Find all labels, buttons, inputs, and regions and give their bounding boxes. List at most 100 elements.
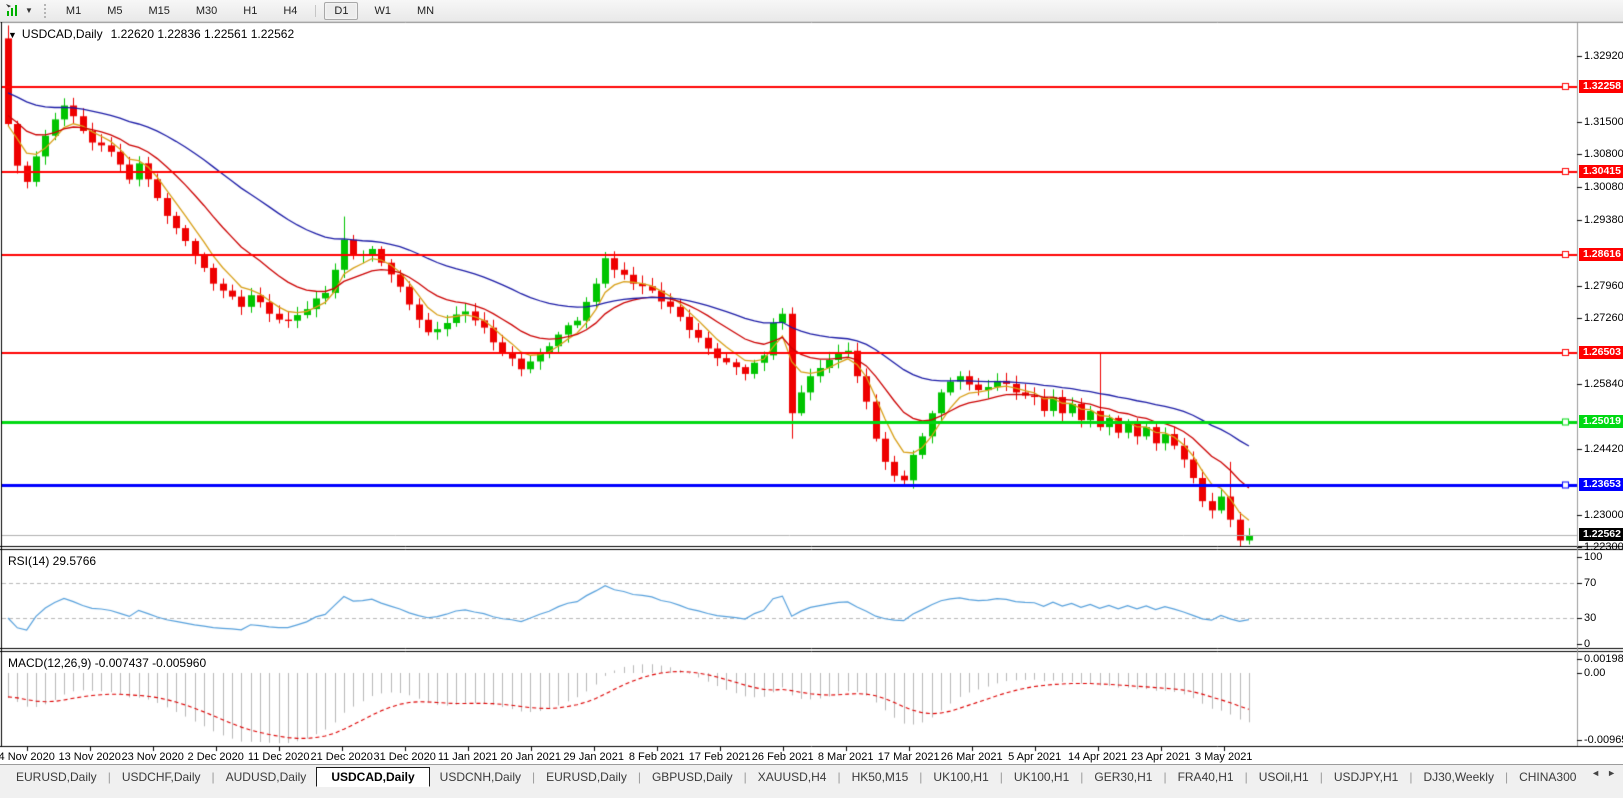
macd-tick-label: 0.001989 bbox=[1584, 653, 1623, 666]
price-tick-label: 1.31500 bbox=[1584, 115, 1623, 128]
chart-collapse-icon[interactable]: ▼ bbox=[8, 30, 17, 40]
tab-separator: | bbox=[1080, 769, 1084, 784]
tab-separator: | bbox=[743, 769, 747, 784]
tab-separator: | bbox=[999, 769, 1003, 784]
date-tick-label: 21 Dec 2020 bbox=[310, 751, 373, 763]
price-tick-label: 1.27260 bbox=[1584, 311, 1623, 324]
date-tick-label: 17 Mar 2021 bbox=[877, 751, 940, 763]
timeframe-button-m30[interactable]: M30 bbox=[195, 4, 218, 17]
tab-separator: | bbox=[837, 769, 841, 784]
chart-symbol-label: USDCAD,Daily bbox=[21, 27, 103, 41]
price-tick-label: 1.22300 bbox=[1584, 541, 1623, 554]
price-tick-label: 1.29380 bbox=[1584, 213, 1623, 226]
symbol-tab-eurusd-daily[interactable]: EURUSD,Daily bbox=[546, 769, 627, 784]
symbol-tab-usdcad-daily[interactable]: USDCAD,Daily bbox=[316, 766, 430, 787]
tab-separator: | bbox=[1319, 769, 1323, 784]
date-tick-label: 4 Nov 2020 bbox=[0, 751, 55, 763]
timeframe-button-m1[interactable]: M1 bbox=[65, 4, 82, 17]
symbol-tab-usdjpy-h1[interactable]: USDJPY,H1 bbox=[1333, 769, 1399, 784]
price-tick-label: 1.32920 bbox=[1584, 50, 1623, 62]
symbol-tab-eurusd-daily[interactable]: EURUSD,Daily bbox=[16, 769, 97, 784]
timeframe-button-m5[interactable]: M5 bbox=[107, 4, 123, 17]
toolbar: ▼ M1 M5 M15 M30 H1 H4 D1 W1 MN bbox=[0, 0, 1623, 22]
date-tick-label: 11 Dec 2020 bbox=[247, 751, 310, 763]
macd-indicator-label: MACD(12,26,9) -0.007437 -0.005960 bbox=[8, 656, 207, 670]
symbol-tab-uk100-h1[interactable]: UK100,H1 bbox=[1013, 769, 1070, 784]
symbol-tab-dj30-weekly[interactable]: DJ30,Weekly bbox=[1423, 769, 1494, 784]
timeframe-button-h1[interactable]: H1 bbox=[243, 4, 258, 17]
chart-cursor-tool-icon[interactable] bbox=[3, 3, 21, 19]
date-tick-label: 3 May 2021 bbox=[1194, 751, 1253, 763]
symbol-tab-fra40-h1[interactable]: FRA40,H1 bbox=[1177, 769, 1234, 784]
rsi-tick-label: 30 bbox=[1584, 611, 1597, 624]
price-tick-label: 1.30080 bbox=[1584, 181, 1623, 194]
tab-separator: | bbox=[919, 769, 923, 784]
tab-separator: | bbox=[637, 769, 641, 784]
symbol-tab-audusd-daily[interactable]: AUDUSD,Daily bbox=[225, 769, 307, 784]
macd-tick-label: -0.009659 bbox=[1584, 734, 1623, 747]
tab-separator: | bbox=[1409, 769, 1413, 784]
price-tick-label: 1.27960 bbox=[1584, 279, 1623, 292]
price-tick-label: 1.23000 bbox=[1584, 509, 1623, 522]
tab-separator: | bbox=[1163, 769, 1167, 784]
date-tick-label: 26 Mar 2021 bbox=[940, 751, 1003, 763]
timeframe-button-m15[interactable]: M15 bbox=[148, 4, 170, 17]
timeframe-button-d1[interactable]: D1 bbox=[324, 1, 359, 20]
date-tick-label: 23 Nov 2020 bbox=[121, 751, 184, 763]
level-price-tag: 1.23653 bbox=[1579, 477, 1623, 491]
level-price-tag: 1.26503 bbox=[1579, 345, 1623, 359]
symbol-tab-usdcnh-daily[interactable]: USDCNH,Daily bbox=[439, 769, 522, 784]
symbol-tab-xauusd-h4[interactable]: XAUUSD,H4 bbox=[757, 769, 827, 784]
symbol-tab-usoil-h1[interactable]: USOil,H1 bbox=[1258, 769, 1309, 784]
symbol-tab-usdchf-daily[interactable]: USDCHF,Daily bbox=[121, 769, 201, 784]
date-tick-label: 8 Mar 2021 bbox=[817, 751, 874, 763]
chart-canvas[interactable] bbox=[0, 22, 1623, 764]
price-tick-label: 1.30800 bbox=[1584, 148, 1623, 161]
level-price-tag: 1.28616 bbox=[1579, 248, 1623, 262]
tab-separator: | bbox=[107, 769, 111, 784]
date-tick-label: 23 Apr 2021 bbox=[1131, 751, 1191, 763]
symbol-tab-china300-h1[interactable]: CHINA300,H1 bbox=[1519, 769, 1576, 784]
price-tick-label: 1.24420 bbox=[1584, 443, 1623, 456]
timeframe-button-mn[interactable]: MN bbox=[416, 4, 435, 17]
date-tick-label: 17 Feb 2021 bbox=[688, 751, 751, 763]
chart-window: ▼ USDCAD,Daily 1.22620 1.22836 1.22561 1.2… bbox=[0, 22, 1623, 764]
tab-scroll-left-button[interactable]: ◄ bbox=[1591, 768, 1604, 778]
chart-title: ▼ USDCAD,Daily 1.22620 1.22836 1.22561 1.2… bbox=[8, 27, 294, 41]
date-tick-label: 2 Dec 2020 bbox=[187, 751, 244, 763]
symbol-tab-ger30-h1[interactable]: GER30,H1 bbox=[1094, 769, 1153, 784]
date-tick-label: 20 Jan 2021 bbox=[500, 751, 561, 763]
rsi-tick-label: 100 bbox=[1584, 551, 1603, 563]
timeframe-button-h4[interactable]: H4 bbox=[283, 4, 298, 17]
date-tick-label: 29 Jan 2021 bbox=[563, 751, 624, 763]
tool-dropdown-caret[interactable]: ▼ bbox=[25, 6, 33, 15]
level-price-tag: 1.25019 bbox=[1579, 414, 1623, 428]
tab-separator: | bbox=[1244, 769, 1248, 784]
date-tick-label: 5 Apr 2021 bbox=[1008, 751, 1062, 763]
chart-tab-bar: EURUSD,Daily | USDCHF,Daily | AUDUSD,Daily US… bbox=[0, 764, 1623, 798]
date-tick-label: 14 Apr 2021 bbox=[1068, 751, 1128, 763]
symbol-tab-uk100-h1[interactable]: UK100,H1 bbox=[933, 769, 989, 784]
level-price-tag: 1.30415 bbox=[1579, 164, 1623, 178]
price-tick-label: 1.25840 bbox=[1584, 377, 1623, 390]
timeframe-button-group: M1 M5 M15 M30 H1 H4 D1 W1 MN bbox=[53, 1, 447, 20]
chart-tabs: EURUSD,Daily | USDCHF,Daily | AUDUSD,Daily US… bbox=[6, 766, 1576, 787]
date-tick-label: 8 Feb 2021 bbox=[628, 751, 685, 763]
macd-tick-label: 0.00 bbox=[1584, 667, 1606, 679]
rsi-tick-label: 0 bbox=[1584, 638, 1591, 650]
date-tick-label: 13 Nov 2020 bbox=[58, 751, 121, 763]
chart-ohlc-values: 1.22620 1.22836 1.22561 1.22562 bbox=[110, 27, 295, 41]
tab-separator: | bbox=[211, 769, 215, 784]
rsi-tick-label: 70 bbox=[1584, 577, 1597, 590]
date-tick-label: 11 Jan 2021 bbox=[437, 751, 498, 763]
toolbar-grip bbox=[43, 3, 46, 18]
symbol-tab-gbpusd-daily[interactable]: GBPUSD,Daily bbox=[651, 769, 733, 784]
current-price-tag: 1.22562 bbox=[1579, 528, 1623, 542]
tab-scroll-buttons: ◄ ► bbox=[1589, 768, 1621, 778]
date-tick-label: 31 Dec 2020 bbox=[373, 751, 436, 763]
tab-scroll-right-button[interactable]: ► bbox=[1607, 768, 1619, 778]
symbol-tab-hk50-m15[interactable]: HK50,M15 bbox=[851, 769, 909, 784]
rsi-indicator-label: RSI(14) 29.5766 bbox=[8, 554, 97, 568]
tab-separator: | bbox=[1504, 769, 1509, 784]
timeframe-button-w1[interactable]: W1 bbox=[374, 4, 391, 17]
